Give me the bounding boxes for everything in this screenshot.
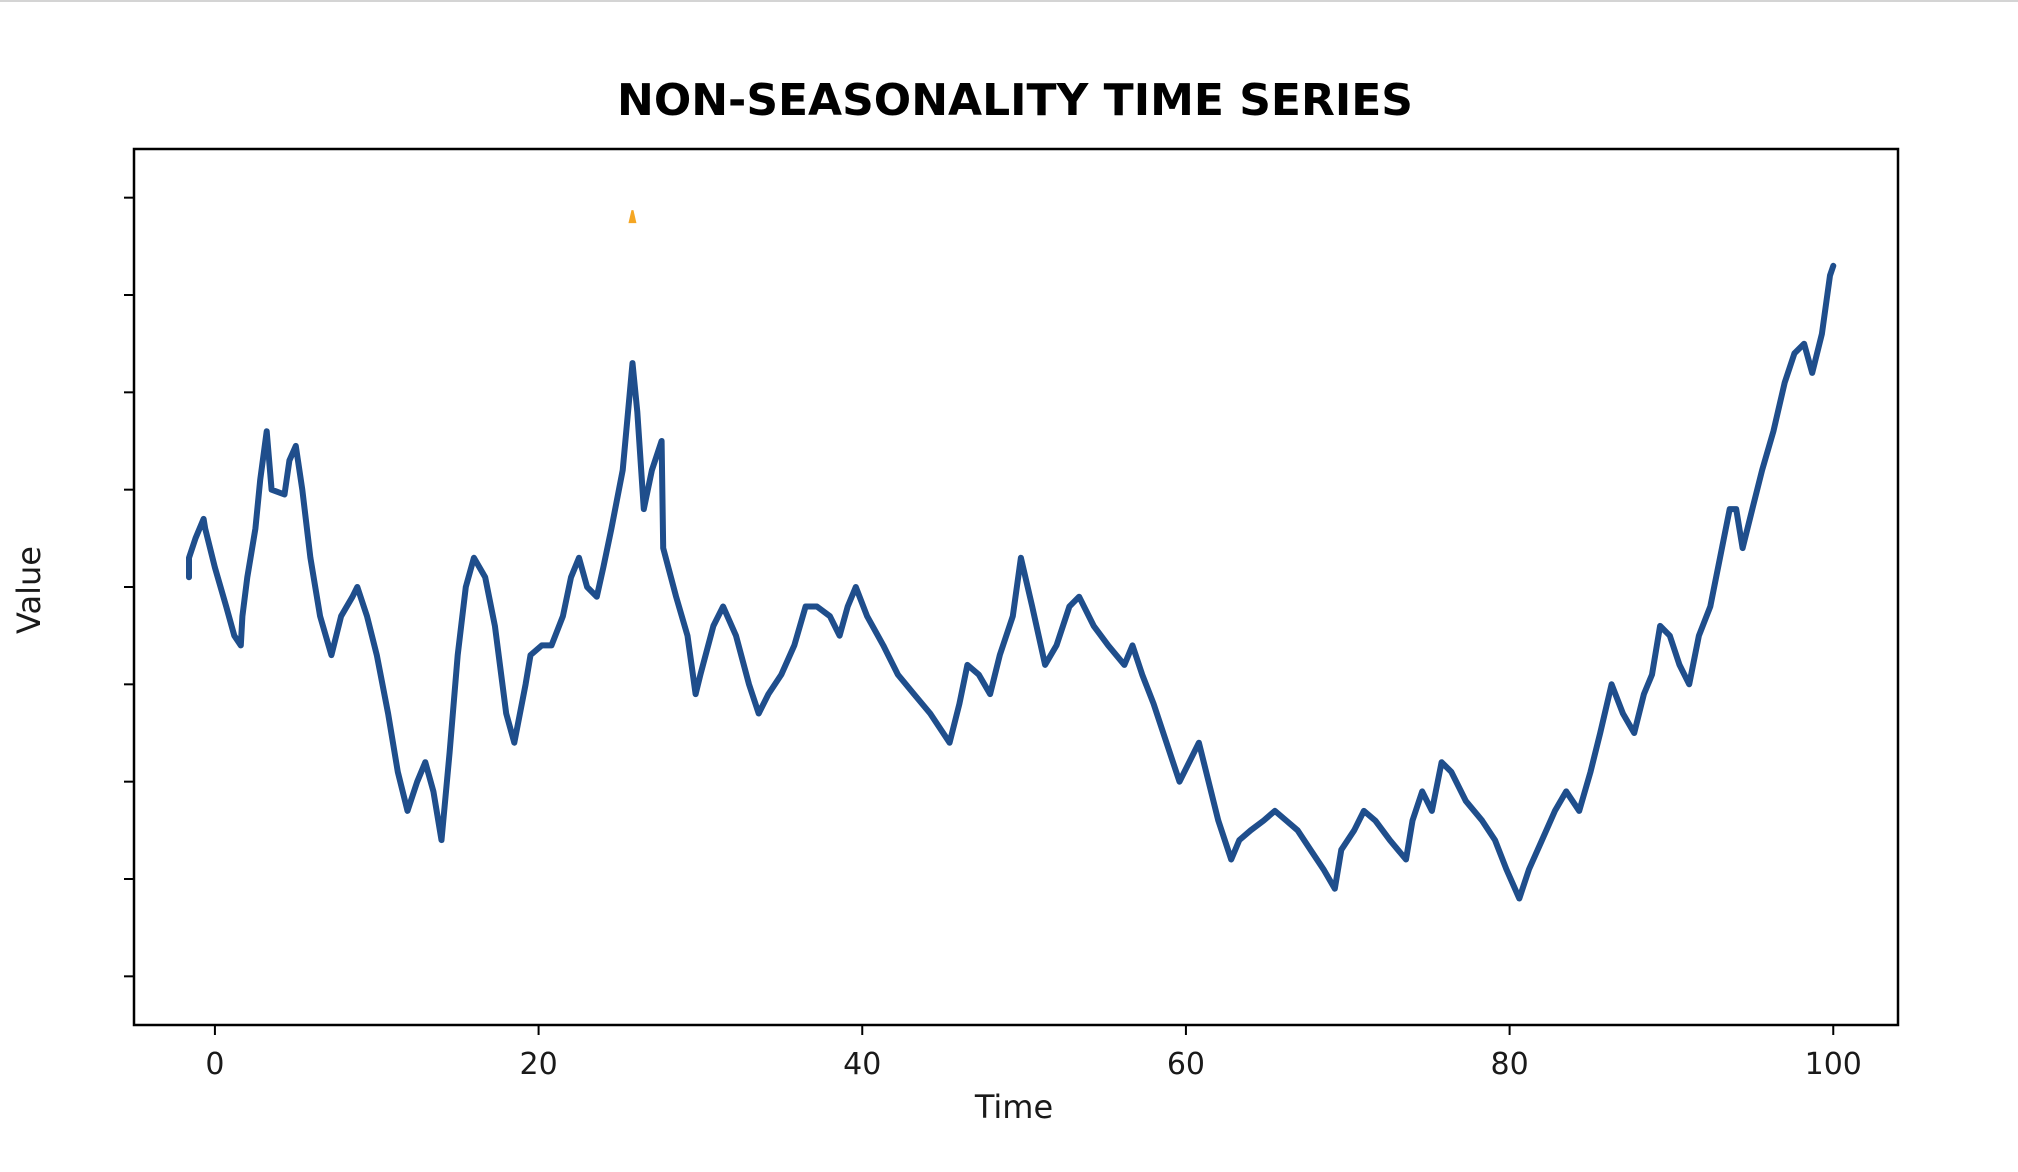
x-tick-label: 0 [205, 1047, 224, 1082]
x-axis-label: Time [974, 1088, 1053, 1126]
x-tick-label: 80 [1491, 1047, 1529, 1082]
marker-layer [628, 210, 637, 224]
series-layer [186, 262, 1837, 902]
x-tick-label: 20 [519, 1047, 557, 1082]
triangle-marker [628, 210, 637, 224]
x-axis-ticks: 0 20 40 60 80 100 [205, 1025, 1862, 1082]
y-axis-ticks [124, 196, 134, 978]
x-tick-label: 40 [843, 1047, 881, 1082]
chart-title: NON-SEASONALITY TIME SERIES [617, 75, 1413, 126]
top-divider [0, 0, 2018, 2]
x-tick-label: 100 [1805, 1047, 1862, 1082]
series-line [186, 262, 1837, 902]
x-tick-label: 60 [1167, 1047, 1205, 1082]
y-axis-label: Value [10, 546, 48, 634]
